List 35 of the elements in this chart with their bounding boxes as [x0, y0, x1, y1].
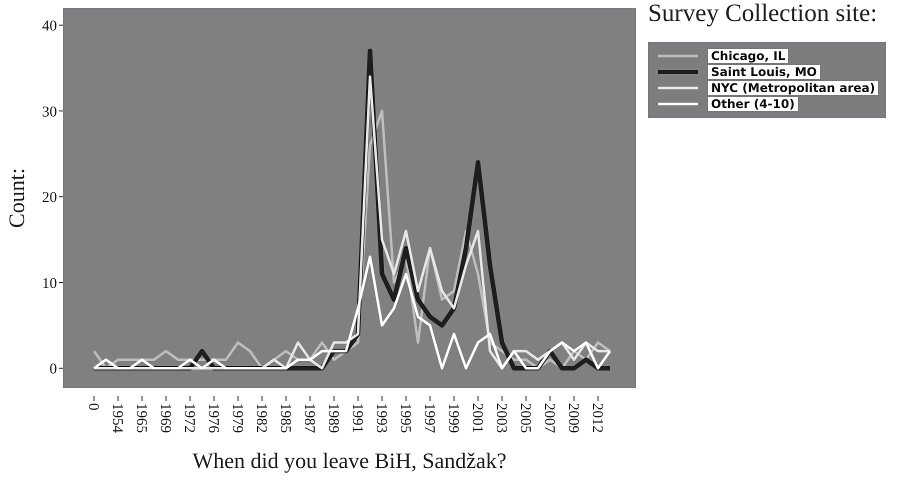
x-tick-label: 1954: [109, 403, 125, 434]
y-tick-label: 20: [42, 190, 57, 206]
x-tick-label: 1965: [133, 403, 149, 433]
x-tick-label: 0: [85, 403, 101, 410]
x-tick-label: 1993: [373, 403, 389, 433]
legend-label: Other (4-10): [708, 97, 798, 111]
y-tick-label: 30: [42, 104, 57, 120]
x-tick-label: 1985: [277, 403, 293, 433]
x-tick-label: 2007: [541, 403, 557, 434]
x-axis-title: When did you leave BiH, Sandžak?: [192, 448, 507, 473]
legend-title: Survey Collection site:: [648, 0, 878, 28]
legend-label: NYC (Metropolitan area): [708, 81, 878, 95]
x-tick-label: 1995: [397, 403, 413, 433]
x-tick-label: 1976: [205, 403, 221, 434]
x-tick-label: 1969: [157, 403, 173, 433]
x-tick-label: 2012: [589, 403, 605, 433]
x-tick-label: 1972: [181, 403, 197, 433]
y-tick-label: 40: [42, 18, 57, 34]
x-tick-label: 2009: [565, 403, 581, 433]
x-tick-label: 1989: [325, 403, 341, 433]
y-axis-title: Count:: [4, 168, 29, 228]
x-tick-label: 1991: [349, 403, 365, 433]
y-tick-label: 10: [42, 276, 57, 292]
x-tick-label: 2005: [517, 403, 533, 433]
line-series: [92, 256, 612, 370]
x-tick-label: 1999: [445, 403, 461, 433]
legend-label: Saint Louis, MO: [708, 65, 820, 79]
x-tick-label: 2001: [469, 403, 485, 433]
x-tick-label: 2003: [493, 403, 509, 433]
x-tick-label: 1979: [229, 403, 245, 433]
x-tick-label: 1987: [301, 403, 317, 434]
x-tick-label: 1982: [253, 403, 269, 433]
x-tick-label: 1997: [421, 403, 437, 434]
y-tick-label: 0: [50, 362, 57, 378]
legend-label: Chicago, IL: [708, 49, 788, 63]
